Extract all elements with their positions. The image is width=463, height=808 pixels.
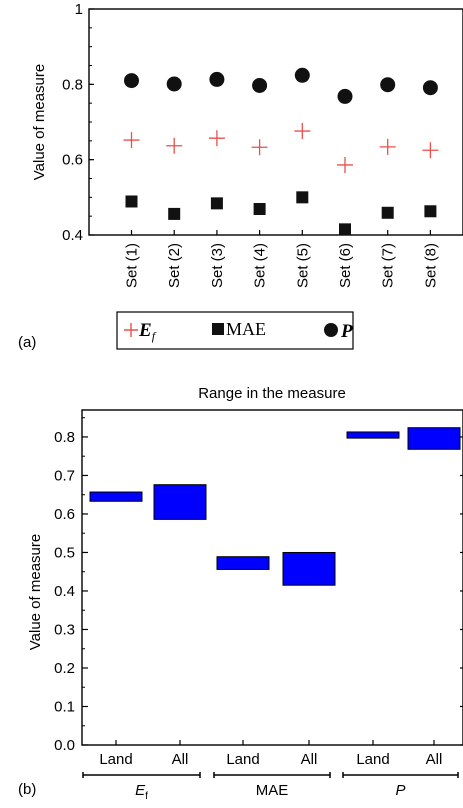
y-tick-label: 0.4	[54, 583, 75, 600]
ef-point	[166, 137, 183, 154]
y-tick-label: 0.8	[62, 76, 83, 93]
p-point	[209, 71, 225, 87]
legend-circle-marker	[324, 323, 338, 337]
ef-point	[208, 130, 225, 147]
panel-b-group-labels: Ef MAE P	[82, 772, 459, 802]
panel-a: Value of measure 0.40.60.81 Set (1) Set (…	[18, 1, 463, 351]
panel-a-ylabel: Value of measure	[31, 64, 48, 180]
x-tick-label: Set (8)	[422, 243, 439, 288]
panel-b-x-axis: Land All Land All Land All	[99, 740, 442, 768]
p-point	[294, 67, 310, 83]
panel-b-label: (b)	[18, 781, 36, 798]
ef-point	[294, 123, 311, 140]
panel-a-y-axis: 0.4 0.6 0.8 1	[62, 1, 94, 244]
mae-point	[168, 207, 181, 220]
mae-point	[296, 191, 309, 204]
p-point	[124, 73, 139, 89]
y-tick-label: 0.6	[54, 506, 75, 523]
ef-point	[337, 156, 353, 173]
mae-point	[381, 206, 394, 219]
x-tick-label: All	[426, 751, 443, 768]
x-tick-label: Set (6)	[337, 243, 354, 288]
mae-point	[424, 205, 437, 218]
range-bar	[282, 551, 336, 586]
x-tick-label: Set (2)	[166, 243, 183, 288]
p-point	[166, 76, 182, 92]
p-point	[252, 77, 268, 93]
y-tick-label: 1	[75, 1, 83, 18]
range-bar	[153, 484, 207, 520]
y-tick-label: 0.6	[62, 152, 83, 169]
panel-b-bars	[89, 427, 461, 586]
x-tick-label: Set (7)	[380, 243, 397, 288]
x-tick-label: All	[172, 751, 189, 768]
p-point	[337, 88, 353, 104]
x-tick-label: Set (4)	[252, 243, 269, 288]
legend-plus-marker	[124, 323, 138, 337]
group-label: P	[395, 782, 405, 799]
mae-point	[125, 195, 138, 208]
panel-b-plot-frame	[81, 409, 463, 746]
x-tick-label: Set (1)	[124, 243, 141, 288]
range-bar	[407, 427, 461, 450]
x-tick-label: Set (5)	[294, 243, 311, 288]
x-tick-label: Land	[99, 751, 132, 768]
group-label: Ef	[135, 782, 148, 802]
x-tick-label: Set (3)	[209, 243, 226, 288]
p-point	[422, 80, 438, 96]
x-tick-label: All	[301, 751, 318, 768]
mae-point	[210, 197, 223, 210]
panel-a-plot-frame	[88, 8, 463, 236]
x-tick-label: Land	[226, 751, 259, 768]
legend-label-ef: Ef	[138, 320, 157, 343]
y-tick-label: 0.5	[54, 544, 75, 561]
panel-a-legend: Ef MAE P	[116, 311, 354, 350]
legend-label-p: P	[340, 321, 353, 342]
legend-label-mae: MAE	[226, 319, 266, 339]
y-tick-label: 0.4	[62, 227, 83, 244]
panel-a-marks	[123, 67, 439, 236]
y-tick-label: 0.1	[54, 698, 75, 715]
mae-point	[253, 203, 266, 216]
panel-b-y-axis: 0.0 0.1 0.2 0.3 0.4 0.5 0.6 0.7 0.8	[54, 417, 463, 754]
legend-square-marker	[212, 323, 224, 335]
ef-point	[379, 138, 396, 155]
mae-point	[339, 223, 351, 236]
range-bar	[89, 491, 143, 502]
ef-point	[422, 142, 439, 159]
range-bar	[216, 556, 270, 570]
ef-point	[251, 139, 268, 156]
y-tick-label: 0.7	[54, 467, 75, 484]
group-label: MAE	[256, 782, 289, 799]
panel-a-label: (a)	[18, 334, 36, 351]
y-tick-label: 0.8	[54, 429, 75, 446]
x-tick-label: Land	[356, 751, 389, 768]
range-bar	[346, 431, 400, 439]
y-tick-label: 0.0	[54, 737, 75, 754]
p-point	[380, 77, 396, 93]
panel-b-title: Range in the measure	[198, 385, 346, 402]
panel-b-ylabel: Value of measure	[27, 534, 44, 650]
panel-b: Range in the measure Value of measure 0.…	[18, 385, 463, 802]
panel-a-x-axis: Set (1) Set (2) Set (3) Set (4) Set (5) Set (…	[124, 230, 439, 288]
ef-point	[123, 132, 140, 149]
legend-box	[116, 311, 354, 350]
legend-item-mae: MAE	[212, 319, 266, 339]
legend-item-p: P	[324, 321, 353, 342]
legend-item-ef: Ef	[124, 320, 157, 343]
y-tick-label: 0.3	[54, 621, 75, 638]
y-tick-label: 0.2	[54, 660, 75, 677]
